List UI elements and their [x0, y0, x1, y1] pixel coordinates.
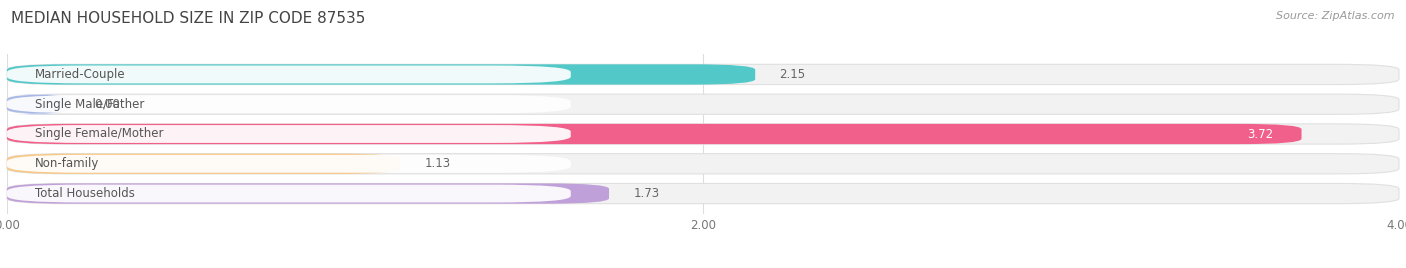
FancyBboxPatch shape: [7, 64, 1399, 85]
FancyBboxPatch shape: [7, 95, 571, 113]
Text: Total Households: Total Households: [35, 187, 135, 200]
FancyBboxPatch shape: [7, 183, 1399, 204]
Text: MEDIAN HOUSEHOLD SIZE IN ZIP CODE 87535: MEDIAN HOUSEHOLD SIZE IN ZIP CODE 87535: [11, 11, 366, 26]
Text: 3.72: 3.72: [1247, 128, 1274, 140]
FancyBboxPatch shape: [7, 155, 571, 173]
FancyBboxPatch shape: [7, 124, 1302, 144]
FancyBboxPatch shape: [7, 64, 755, 85]
Text: Single Male/Father: Single Male/Father: [35, 98, 145, 111]
FancyBboxPatch shape: [7, 65, 571, 83]
Text: Single Female/Mother: Single Female/Mother: [35, 128, 163, 140]
Text: Non-family: Non-family: [35, 157, 100, 170]
Text: Married-Couple: Married-Couple: [35, 68, 125, 81]
Text: Source: ZipAtlas.com: Source: ZipAtlas.com: [1277, 11, 1395, 21]
FancyBboxPatch shape: [7, 183, 609, 204]
FancyBboxPatch shape: [7, 124, 1399, 144]
FancyBboxPatch shape: [7, 154, 401, 174]
FancyBboxPatch shape: [7, 94, 70, 114]
Text: 2.15: 2.15: [779, 68, 806, 81]
FancyBboxPatch shape: [7, 185, 571, 203]
Text: 1.13: 1.13: [425, 157, 451, 170]
FancyBboxPatch shape: [7, 154, 1399, 174]
FancyBboxPatch shape: [7, 125, 571, 143]
Text: 0.00: 0.00: [94, 98, 120, 111]
FancyBboxPatch shape: [7, 94, 1399, 114]
Text: 1.73: 1.73: [633, 187, 659, 200]
